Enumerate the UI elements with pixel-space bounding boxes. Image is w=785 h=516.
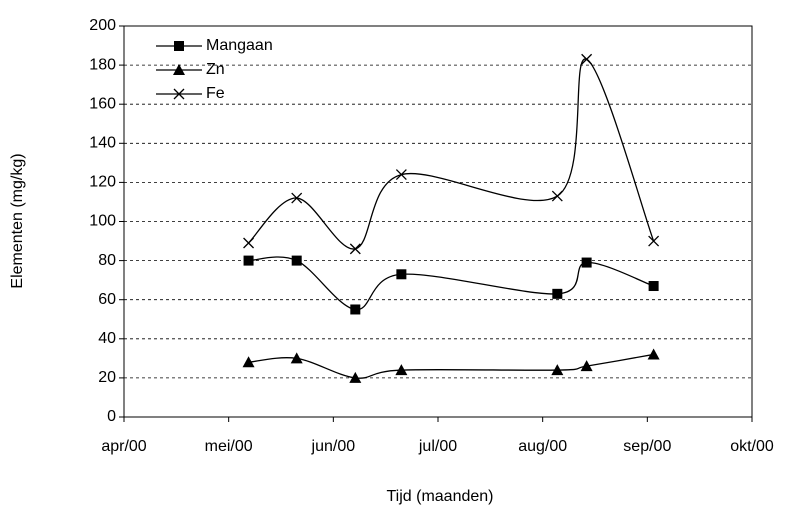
y-axis-label: Elementen (mg/kg) [9, 153, 26, 288]
marker [291, 255, 302, 266]
legend-label: Fe [206, 85, 225, 102]
marker [648, 281, 659, 292]
x-tick-label: jun/00 [311, 438, 356, 455]
x-tick-label: aug/00 [518, 438, 567, 455]
legend-label: Zn [206, 61, 225, 78]
y-tick-label: 200 [89, 17, 116, 34]
marker [551, 190, 563, 202]
marker [349, 371, 362, 383]
marker [291, 192, 303, 204]
y-tick-label: 20 [98, 369, 116, 386]
plot-frame [123, 25, 753, 418]
marker [350, 304, 361, 315]
marker [648, 235, 660, 247]
legend-marker [173, 64, 185, 75]
marker [396, 269, 407, 280]
marker [581, 257, 592, 268]
y-tick-label: 40 [98, 330, 116, 347]
x-axis-label: Tijd (maanden) [386, 488, 493, 505]
y-tick-label: 160 [89, 95, 116, 112]
marker [580, 360, 593, 372]
marker [647, 348, 660, 360]
x-tick-label: okt/00 [730, 438, 774, 455]
marker [395, 364, 408, 376]
series-line [248, 353, 654, 379]
x-tick-label: apr/00 [101, 438, 146, 455]
y-tick-label: 100 [89, 213, 116, 230]
legend-label: Mangaan [206, 37, 273, 54]
marker [243, 255, 254, 266]
x-tick-label: jul/00 [418, 438, 457, 455]
marker [551, 364, 564, 376]
marker [395, 169, 407, 181]
legend-marker [174, 41, 184, 51]
x-tick-label: sep/00 [623, 438, 671, 455]
y-tick-label: 120 [89, 174, 116, 191]
marker [242, 356, 255, 368]
y-tick-label: 60 [98, 291, 116, 308]
y-tick-label: 0 [107, 408, 116, 425]
series-line [248, 256, 654, 311]
y-tick-label: 180 [89, 56, 116, 73]
y-tick-label: 140 [89, 135, 116, 152]
marker [581, 53, 593, 65]
series-line [248, 58, 655, 250]
marker [243, 237, 255, 249]
marker [349, 243, 361, 255]
x-tick-label: mei/00 [205, 438, 253, 455]
y-tick-label: 80 [98, 252, 116, 269]
legend-marker [173, 88, 185, 100]
marker [290, 352, 303, 364]
marker [552, 288, 563, 299]
